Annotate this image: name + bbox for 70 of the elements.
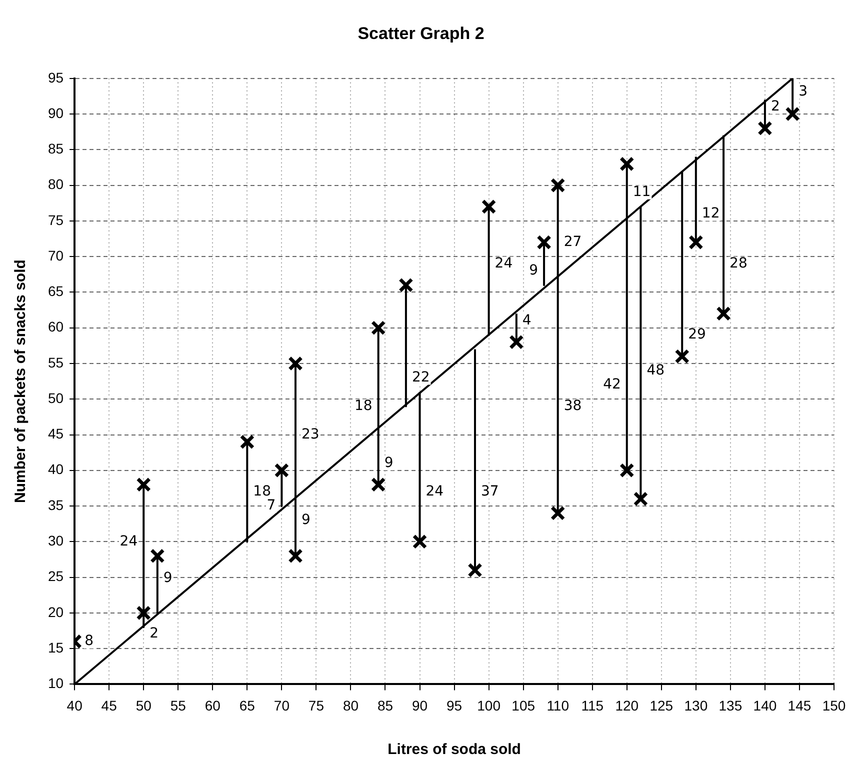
y-tick-label: 15 bbox=[48, 639, 64, 656]
y-tick-label: 95 bbox=[48, 69, 64, 86]
x-tick-label: 135 bbox=[718, 697, 742, 714]
chart-title: Scatter Graph 2 bbox=[358, 24, 484, 43]
annotation: 9 bbox=[163, 570, 172, 586]
x-tick-label: 145 bbox=[788, 697, 812, 714]
annotation: 11 bbox=[632, 184, 651, 200]
x-tick-label: 130 bbox=[684, 697, 708, 714]
y-tick-label: 70 bbox=[48, 247, 64, 264]
annotation: 7 bbox=[266, 497, 276, 514]
y-axis-title: Number of packets of snacks sold bbox=[12, 260, 30, 504]
annotation: 18 bbox=[253, 483, 271, 500]
annotation: 37 bbox=[481, 483, 499, 500]
annotation: 3 bbox=[798, 83, 808, 100]
x-tick-label: 80 bbox=[342, 697, 359, 714]
annotation: 8 bbox=[84, 633, 94, 650]
annotation: 48 bbox=[646, 362, 665, 378]
annotation: 12 bbox=[702, 205, 720, 222]
x-tick-label: 110 bbox=[546, 697, 570, 714]
y-tick-label: 25 bbox=[48, 568, 64, 584]
y-tick-label: 55 bbox=[48, 354, 64, 370]
y-tick-label: 45 bbox=[48, 426, 64, 442]
annotation: 42 bbox=[603, 376, 621, 393]
annotation: 9 bbox=[529, 262, 538, 278]
x-tick-label: 100 bbox=[477, 697, 501, 714]
y-tick-label: 80 bbox=[48, 176, 64, 192]
annotation: 23 bbox=[301, 426, 320, 442]
y-tick-label: 85 bbox=[48, 140, 64, 157]
x-tick-label: 75 bbox=[308, 697, 324, 714]
annotation: 24 bbox=[494, 255, 513, 272]
y-tick-label: 50 bbox=[48, 390, 64, 406]
annotation: 9 bbox=[384, 454, 394, 471]
annotation: 24 bbox=[426, 483, 444, 500]
annotation: 4 bbox=[522, 312, 532, 328]
x-tick-label: 90 bbox=[412, 697, 428, 714]
y-tick-label: 40 bbox=[48, 461, 64, 478]
x-tick-label: 65 bbox=[239, 697, 256, 714]
y-tick-label: 90 bbox=[48, 104, 64, 121]
x-tick-label: 40 bbox=[66, 697, 83, 714]
x-tick-label: 70 bbox=[274, 697, 290, 714]
annotation: 27 bbox=[564, 234, 582, 250]
x-tick-label: 85 bbox=[377, 697, 394, 714]
y-tick-label: 60 bbox=[48, 318, 64, 335]
annotation: 38 bbox=[564, 398, 582, 414]
annotation: 18 bbox=[354, 398, 372, 414]
annotation: 2 bbox=[150, 626, 159, 642]
y-tick-label: 10 bbox=[48, 675, 64, 692]
annotation: 28 bbox=[730, 255, 748, 272]
x-tick-label: 125 bbox=[650, 697, 674, 714]
annotation: 29 bbox=[688, 326, 706, 343]
x-tick-label: 55 bbox=[170, 697, 186, 714]
x-tick-label: 95 bbox=[446, 697, 462, 714]
x-tick-label: 120 bbox=[615, 697, 639, 714]
x-tick-label: 150 bbox=[822, 697, 846, 714]
x-tick-label: 50 bbox=[136, 697, 152, 714]
annotation: 24 bbox=[120, 533, 138, 550]
y-tick-label: 35 bbox=[48, 496, 64, 513]
x-tick-label: 45 bbox=[101, 697, 118, 714]
x-tick-label: 60 bbox=[204, 697, 221, 714]
x-tick-label: 105 bbox=[512, 697, 536, 714]
annotation: 2 bbox=[770, 98, 780, 115]
y-tick-label: 20 bbox=[48, 604, 64, 620]
y-tick-label: 65 bbox=[48, 283, 64, 300]
x-tick-label: 115 bbox=[581, 697, 604, 714]
annotation: 22 bbox=[412, 369, 430, 386]
x-axis-title: Litres of soda sold bbox=[388, 741, 521, 758]
y-tick-label: 75 bbox=[48, 212, 64, 228]
x-tick-label: 140 bbox=[753, 697, 777, 714]
annotation: 9 bbox=[301, 512, 310, 528]
y-tick-label: 30 bbox=[48, 532, 64, 549]
